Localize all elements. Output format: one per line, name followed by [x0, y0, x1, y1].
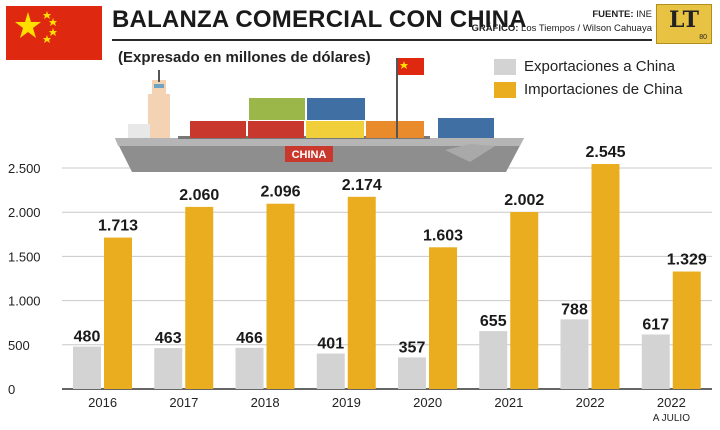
legend-item-imports: Importaciones de China: [494, 78, 682, 101]
x-tick-label: 2022: [657, 395, 686, 410]
y-tick-label: 1.000: [8, 294, 41, 309]
data-label-exports: 617: [642, 316, 669, 333]
x-tick-label: 2021: [494, 395, 523, 410]
bars-layer: [73, 164, 701, 389]
flag-small-star-3: [49, 28, 57, 36]
data-label-imports: 2.060: [179, 187, 219, 204]
bar-exports-4: [398, 357, 426, 389]
data-label-imports: 1.603: [423, 227, 463, 244]
data-label-imports: 1.713: [98, 218, 138, 235]
ship-hull-label-box: [285, 146, 333, 162]
y-tick-label: 500: [8, 338, 30, 353]
data-label-imports: 2.002: [504, 192, 544, 209]
flag-small-star-1: [43, 11, 51, 19]
source-line: FUENTE: INE: [471, 8, 652, 22]
legend-label-exports: Exportaciones a China: [524, 58, 675, 75]
bar-imports-2: [266, 203, 295, 389]
source-value: INE: [636, 9, 652, 20]
ship-bow-panel: [445, 144, 495, 162]
bar-exports-2: [235, 347, 264, 389]
source-label: FUENTE:: [592, 9, 634, 20]
container-yellow: [306, 121, 364, 138]
container-red-1: [190, 121, 246, 138]
labels-layer: 480 1.713 2016 463 2.060 2017 466 2.096 2018 401 2…: [74, 144, 707, 424]
cargo-ship-illustration: CHINA: [115, 58, 524, 172]
data-label-imports: 2.545: [585, 144, 625, 161]
bar-exports-6: [560, 319, 589, 389]
data-label-exports: 655: [480, 313, 507, 330]
x-tick-label: 2019: [332, 395, 361, 410]
x-tick-label: 2020: [413, 395, 442, 410]
bar-imports-4: [429, 247, 457, 389]
china-flag: [6, 6, 102, 60]
data-label-exports: 357: [399, 339, 426, 356]
data-label-imports: 2.096: [260, 184, 300, 201]
x-tick-label: 2022: [576, 395, 605, 410]
x-tick-label: 2017: [169, 395, 198, 410]
legend: Exportaciones a China Importaciones de C…: [494, 55, 682, 101]
bar-exports-5: [479, 331, 508, 389]
legend-swatch-exports: [494, 58, 516, 75]
data-label-imports: 1.329: [667, 252, 707, 269]
legend-label-imports: Importaciones de China: [524, 81, 683, 98]
bar-exports-7: [641, 334, 670, 389]
container-orange: [366, 121, 424, 138]
x-tick-label: 2018: [251, 395, 280, 410]
bar-exports-1: [154, 348, 183, 389]
y-tick-label: 2.500: [8, 161, 41, 176]
ship-flag-pole: [396, 58, 398, 138]
graphic-value: Los Tiempos / Wilson Cahuaya: [521, 23, 652, 34]
los-tiempos-logo: LT 80: [656, 4, 712, 44]
ship-flag-star: [400, 61, 408, 69]
data-label-imports: 2.174: [342, 177, 382, 194]
chart-title: BALANZA COMERCIAL CON CHINA: [112, 6, 527, 33]
x-tick-label: 2016: [88, 395, 117, 410]
ship-hull-label: CHINA: [292, 149, 327, 161]
data-label-exports: 463: [155, 330, 182, 347]
ship-hull-top: [115, 138, 524, 146]
ship-deckhouse: [128, 124, 150, 138]
credits: FUENTE: INE GRÁFICO: Los Tiempos / Wilso…: [471, 8, 652, 36]
data-label-exports: 480: [74, 329, 101, 346]
y-tick-label: 1.500: [8, 249, 41, 264]
logo-text: LT: [668, 7, 700, 33]
legend-item-exports: Exportaciones a China: [494, 55, 682, 78]
flag-big-star: [15, 12, 41, 38]
flag-small-star-4: [43, 35, 51, 43]
china-flag-stars-icon: [15, 11, 57, 43]
title-divider: [112, 39, 652, 41]
bar-imports-6: [591, 164, 620, 389]
container-green: [249, 98, 305, 120]
container-red-2: [248, 121, 304, 138]
logo-number: 80: [699, 34, 707, 41]
data-label-exports: 466: [236, 330, 263, 347]
ship-bridge-window: [154, 84, 164, 88]
chart-subtitle: (Expresado en millones de dólares): [118, 49, 371, 66]
graphic-label: GRÁFICO:: [471, 23, 519, 34]
x-tick-note: A JULIO: [653, 413, 690, 424]
bar-imports-5: [510, 212, 539, 389]
bar-imports-0: [104, 237, 132, 389]
ship-mast: [158, 70, 160, 82]
bar-imports-7: [672, 271, 701, 389]
flag-small-star-2: [49, 18, 57, 26]
container-blue-top: [307, 98, 365, 120]
bar-exports-0: [73, 346, 101, 389]
bar-imports-3: [347, 196, 376, 389]
y-tick-label: 0: [8, 382, 15, 397]
data-label-exports: 788: [561, 301, 588, 318]
y-tick-label: 2.000: [8, 205, 41, 220]
legend-swatch-imports: [494, 81, 516, 98]
bar-imports-1: [185, 206, 214, 389]
graphic-line: GRÁFICO: Los Tiempos / Wilson Cahuaya: [471, 22, 652, 36]
ship-superstructure: [148, 94, 170, 138]
ship-flag: [398, 58, 424, 75]
container-blue-right: [438, 118, 494, 138]
data-label-exports: 401: [317, 336, 344, 353]
bar-exports-3: [316, 353, 345, 389]
